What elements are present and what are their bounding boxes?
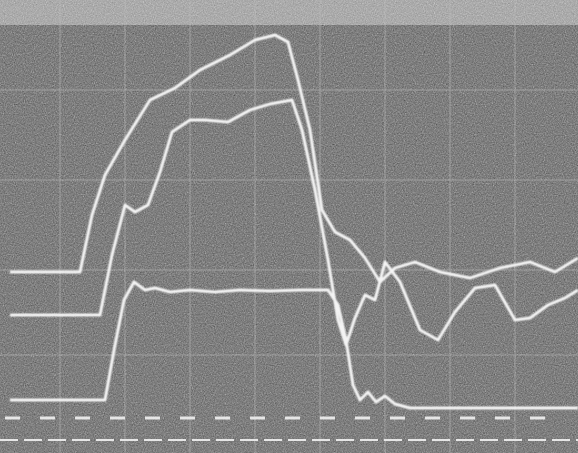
edge-fade (0, 0, 578, 25)
page: {} (0, 0, 578, 453)
oscilloscope-photo (0, 0, 578, 453)
film-grain (0, 0, 578, 453)
